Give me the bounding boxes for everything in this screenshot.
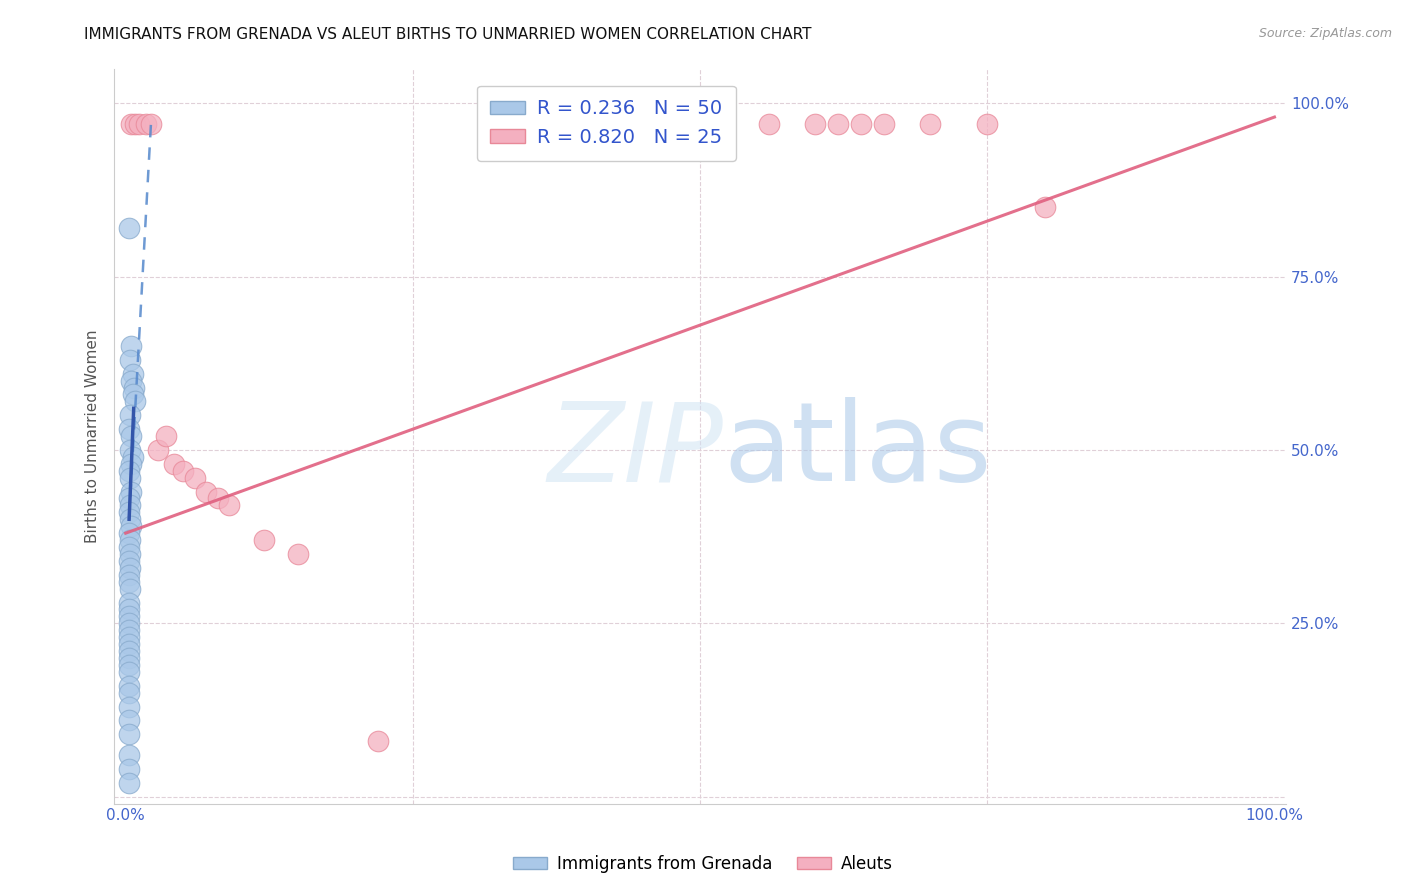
Point <box>207 491 229 506</box>
Point <box>120 512 142 526</box>
Point <box>873 117 896 131</box>
Point <box>124 394 146 409</box>
Point <box>120 339 142 353</box>
Point <box>1033 200 1056 214</box>
Point <box>252 533 274 547</box>
Point <box>118 491 141 506</box>
Point <box>118 464 141 478</box>
Point <box>118 686 141 700</box>
Point <box>120 457 142 471</box>
Point <box>118 699 141 714</box>
Point <box>135 117 157 131</box>
Point <box>118 714 141 728</box>
Point <box>118 616 141 631</box>
Point <box>287 547 309 561</box>
Point <box>118 776 141 790</box>
Point <box>163 457 186 471</box>
Point <box>195 484 218 499</box>
Point <box>118 644 141 658</box>
Point <box>118 221 141 235</box>
Point <box>120 374 142 388</box>
Point <box>118 609 141 624</box>
Point <box>120 582 142 596</box>
Point <box>118 727 141 741</box>
Point <box>758 117 780 131</box>
Point <box>183 471 205 485</box>
Point <box>118 665 141 679</box>
Point <box>120 117 142 131</box>
Point <box>120 533 142 547</box>
Point <box>218 499 240 513</box>
Text: ZIP: ZIP <box>547 397 724 504</box>
Point <box>120 471 142 485</box>
Point <box>120 442 142 457</box>
Point <box>121 387 143 401</box>
Point <box>120 409 142 423</box>
Point <box>118 554 141 568</box>
Text: IMMIGRANTS FROM GRENADA VS ALEUT BIRTHS TO UNMARRIED WOMEN CORRELATION CHART: IMMIGRANTS FROM GRENADA VS ALEUT BIRTHS … <box>84 27 811 42</box>
Point <box>121 367 143 381</box>
Point <box>120 484 142 499</box>
Point <box>118 657 141 672</box>
Point <box>711 117 734 131</box>
Point <box>128 117 150 131</box>
Text: Source: ZipAtlas.com: Source: ZipAtlas.com <box>1258 27 1392 40</box>
Point <box>120 429 142 443</box>
Point <box>918 117 941 131</box>
Point <box>146 442 169 457</box>
Point <box>118 595 141 609</box>
Point <box>367 734 389 748</box>
Point <box>122 380 145 394</box>
Point <box>118 762 141 776</box>
Point <box>120 561 142 575</box>
Point <box>118 540 141 554</box>
Point <box>120 499 142 513</box>
Point <box>118 567 141 582</box>
Point <box>118 505 141 519</box>
Y-axis label: Births to Unmarried Women: Births to Unmarried Women <box>86 329 100 543</box>
Point <box>121 450 143 464</box>
Point <box>118 747 141 762</box>
Point <box>120 547 142 561</box>
Point <box>804 117 827 131</box>
Point <box>139 117 162 131</box>
Point <box>124 117 146 131</box>
Point <box>118 630 141 644</box>
Text: atlas: atlas <box>724 397 993 504</box>
Point <box>120 352 142 367</box>
Point <box>118 526 141 541</box>
Point <box>976 117 998 131</box>
Point <box>118 422 141 436</box>
Point <box>118 574 141 589</box>
Point <box>118 624 141 638</box>
Point <box>118 602 141 616</box>
Legend: Immigrants from Grenada, Aleuts: Immigrants from Grenada, Aleuts <box>506 848 900 880</box>
Point <box>172 464 194 478</box>
Point <box>118 651 141 665</box>
Point <box>849 117 872 131</box>
Point <box>155 429 177 443</box>
Point <box>827 117 849 131</box>
Point <box>118 637 141 651</box>
Point <box>120 519 142 533</box>
Point <box>118 679 141 693</box>
Legend: R = 0.236   N = 50, R = 0.820   N = 25: R = 0.236 N = 50, R = 0.820 N = 25 <box>477 86 735 161</box>
